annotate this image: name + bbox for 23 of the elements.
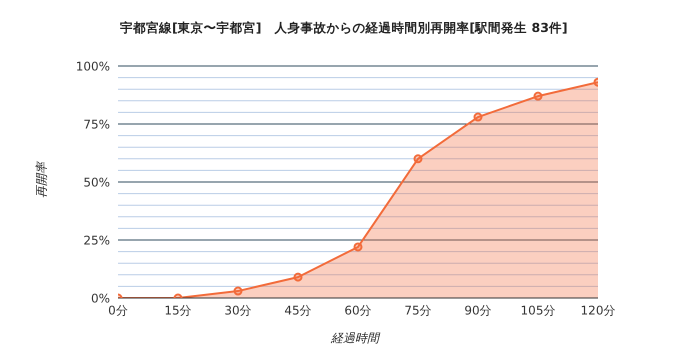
x-tick-label: 45分 xyxy=(284,304,312,318)
point xyxy=(474,112,482,122)
x-tick-label: 90分 xyxy=(464,304,492,318)
x-tick-label: 75分 xyxy=(404,304,432,318)
point xyxy=(534,92,542,101)
y-tick-label: 100% xyxy=(76,59,110,74)
y-tick-label: 50% xyxy=(83,175,110,190)
x-tick-label: 15分 xyxy=(164,304,192,318)
x-tick-label: 120分 xyxy=(580,304,616,318)
x-tick-label: 0分 xyxy=(108,304,128,318)
x-tick-label: 105分 xyxy=(520,304,556,318)
x-tick-label: 60分 xyxy=(344,304,372,318)
y-tick-label: 0% xyxy=(90,291,110,306)
x-tick-label: 30分 xyxy=(224,304,252,318)
y-tick-label: 75% xyxy=(83,117,110,132)
point xyxy=(294,272,302,282)
chart-title: 宇都宮線[東京〜宇都宮] 人身事故からの経過時間別再開率[駅間発生 83件] xyxy=(120,20,568,37)
x-axis-title: 経過時間 xyxy=(330,330,382,347)
y-axis-title: 再開率 xyxy=(34,160,50,200)
point xyxy=(414,154,422,164)
point xyxy=(234,286,242,296)
y-tick-label: 25% xyxy=(83,233,110,248)
point xyxy=(354,242,362,252)
